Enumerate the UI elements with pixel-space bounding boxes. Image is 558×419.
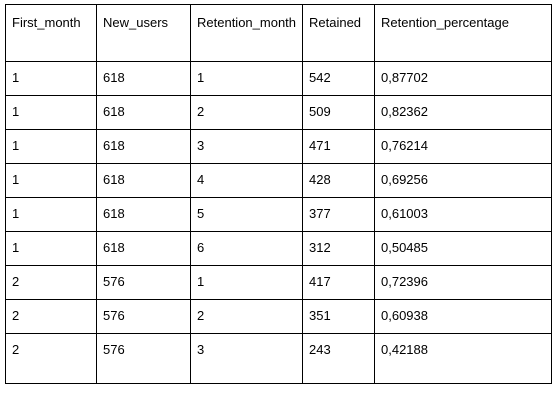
cell-retained: 471: [302, 129, 375, 164]
cell-first-month: 2: [5, 265, 97, 300]
cell-retention-month: 1: [190, 265, 303, 300]
cell-retention-month: 1: [190, 61, 303, 96]
cell-first-month: 2: [5, 299, 97, 334]
cell-first-month: 1: [5, 61, 97, 96]
cell-retained: 243: [302, 333, 375, 384]
cell-new-users: 618: [96, 95, 191, 130]
column-header-first-month: First_month: [5, 4, 97, 62]
cell-retained: 351: [302, 299, 375, 334]
cell-retained: 428: [302, 163, 375, 198]
table-row: 1 618 5 377 0,61003: [5, 197, 552, 232]
cell-retention-month: 4: [190, 163, 303, 198]
column-header-retained: Retained: [302, 4, 375, 62]
cell-new-users: 618: [96, 61, 191, 96]
column-header-retention-percentage: Retention_percentage: [374, 4, 552, 62]
table-header-row: First_month New_users Retention_month Re…: [5, 4, 552, 62]
cell-new-users: 576: [96, 299, 191, 334]
column-header-retention-month: Retention_month: [190, 4, 303, 62]
cell-retention-month: 6: [190, 231, 303, 266]
cell-retention-month: 2: [190, 299, 303, 334]
cell-first-month: 2: [5, 333, 97, 384]
table-row: 2 576 2 351 0,60938: [5, 299, 552, 334]
table-row: 1 618 2 509 0,82362: [5, 95, 552, 130]
cell-retained: 509: [302, 95, 375, 130]
cell-retention-percentage: 0,76214: [374, 129, 552, 164]
cell-retention-percentage: 0,60938: [374, 299, 552, 334]
table-row: 2 576 1 417 0,72396: [5, 265, 552, 300]
cell-retention-percentage: 0,72396: [374, 265, 552, 300]
cell-retained: 312: [302, 231, 375, 266]
cell-retention-month: 3: [190, 129, 303, 164]
table-row: 1 618 4 428 0,69256: [5, 163, 552, 198]
cell-new-users: 618: [96, 197, 191, 232]
table-row: 1 618 3 471 0,76214: [5, 129, 552, 164]
cell-retention-month: 2: [190, 95, 303, 130]
cell-new-users: 576: [96, 265, 191, 300]
cell-first-month: 1: [5, 95, 97, 130]
cell-first-month: 1: [5, 129, 97, 164]
cell-retention-percentage: 0,42188: [374, 333, 552, 384]
cell-new-users: 618: [96, 163, 191, 198]
cell-retention-percentage: 0,61003: [374, 197, 552, 232]
cell-new-users: 618: [96, 231, 191, 266]
table-row: 1 618 6 312 0,50485: [5, 231, 552, 266]
column-header-new-users: New_users: [96, 4, 191, 62]
cell-retained: 417: [302, 265, 375, 300]
cell-first-month: 1: [5, 163, 97, 198]
cell-retained: 542: [302, 61, 375, 96]
cell-first-month: 1: [5, 197, 97, 232]
cell-retention-percentage: 0,50485: [374, 231, 552, 266]
table-row: 1 618 1 542 0,87702: [5, 61, 552, 96]
retention-table: First_month New_users Retention_month Re…: [5, 4, 552, 384]
table-row: 2 576 3 243 0,42188: [5, 333, 552, 384]
cell-new-users: 576: [96, 333, 191, 384]
cell-retained: 377: [302, 197, 375, 232]
cell-retention-percentage: 0,87702: [374, 61, 552, 96]
cell-retention-percentage: 0,82362: [374, 95, 552, 130]
cell-new-users: 618: [96, 129, 191, 164]
cell-retention-month: 3: [190, 333, 303, 384]
cell-retention-month: 5: [190, 197, 303, 232]
cell-first-month: 1: [5, 231, 97, 266]
cell-retention-percentage: 0,69256: [374, 163, 552, 198]
